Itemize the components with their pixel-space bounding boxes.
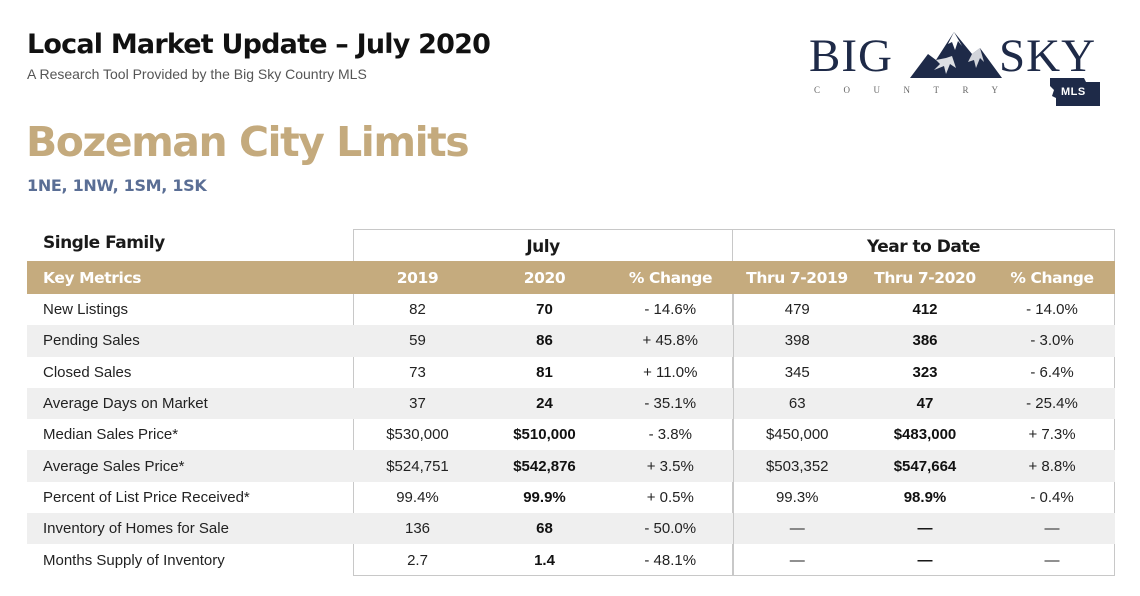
- report-title: Local Market Update – July 2020: [27, 29, 491, 60]
- ytd-change-value: + 8.8%: [989, 450, 1115, 482]
- july-2020-value: 86: [481, 325, 608, 357]
- july-2020-value: 99.9%: [523, 488, 566, 506]
- column-header-2020: 2020: [481, 261, 608, 294]
- ytd-2019-value: $503,352: [733, 450, 861, 482]
- ytd-change-value: —: [989, 513, 1115, 545]
- metric-name: Closed Sales: [43, 363, 132, 381]
- market-metrics-table: July Year to Date Single Family Key Metr…: [27, 229, 1115, 577]
- table-row: Months Supply of Inventory 2.7 1.4 - 48.…: [27, 544, 1115, 576]
- ytd-2020-value: 412: [912, 301, 938, 319]
- table-row: New Listings 82 70 - 14.6% 479 412 - 14.…: [27, 294, 1115, 326]
- table-row: Inventory of Homes for Sale 136 68 - 50.…: [27, 513, 1115, 545]
- july-change-value: + 0.5%: [608, 481, 734, 514]
- ytd-2020-value: $483,000: [893, 426, 957, 444]
- table-row: Closed Sales 73 81 + 11.0% 345 323 - 6.4…: [27, 356, 1115, 388]
- july-2019-value: 37: [354, 387, 481, 420]
- ytd-2019-value: —: [733, 513, 861, 545]
- ytd-2020-value: $547,664: [861, 450, 989, 482]
- ytd-2019-value: —: [789, 551, 805, 569]
- section-label: Single Family: [43, 233, 165, 253]
- metric-name: New Listings: [43, 301, 129, 319]
- july-2020-value: 24: [481, 387, 608, 420]
- july-2019-value: 59: [354, 325, 481, 357]
- ytd-2019-value: 398: [733, 325, 861, 357]
- report-subtitle: A Research Tool Provided by the Big Sky …: [27, 66, 367, 82]
- metrics-grid: Key Metrics 2019 2020 % Change Thru 7-20…: [27, 261, 1115, 576]
- logo-tagline: COUNTRY: [814, 85, 1022, 95]
- montana-badge-icon: [1050, 78, 1100, 106]
- mountain-icon: [910, 32, 1002, 78]
- area-title: Bozeman City Limits: [26, 118, 470, 166]
- area-codes: 1NE, 1NW, 1SM, 1SK: [27, 176, 207, 195]
- july-2019-value: 136: [354, 513, 481, 545]
- july-2019-value: 82: [409, 301, 426, 319]
- july-change-value: - 3.8%: [608, 419, 734, 451]
- july-change-value: + 11.0%: [608, 356, 734, 388]
- metric-name: Pending Sales: [27, 325, 354, 357]
- ytd-2019-value: 479: [784, 301, 810, 319]
- ytd-change-value: + 7.3%: [1028, 426, 1076, 444]
- logo-mls-badge: MLS: [1061, 86, 1086, 98]
- july-2019-value: 99.4%: [396, 488, 439, 506]
- metric-name: Percent of List Price Received*: [43, 488, 250, 506]
- ytd-change-value: - 0.4%: [1030, 488, 1074, 506]
- column-header-thru-2019: Thru 7-2019: [733, 261, 861, 294]
- big-sky-country-mls-logo: BIG SKY COUNTRY MLS: [806, 26, 1108, 110]
- table-row: Average Days on Market 37 24 - 35.1% 63 …: [27, 387, 1115, 420]
- july-2019-value: $530,000: [386, 426, 449, 444]
- column-header-july-change: % Change: [608, 261, 733, 294]
- july-change-value: + 45.8%: [608, 325, 734, 357]
- ytd-2020-value: 323: [912, 363, 938, 381]
- july-2020-value: 81: [536, 363, 553, 381]
- july-2019-value: 73: [409, 363, 426, 381]
- ytd-2020-value: —: [917, 551, 933, 569]
- metric-name: Average Sales Price*: [27, 450, 354, 482]
- july-change-value: + 3.5%: [608, 450, 734, 482]
- logo-word-big: BIG: [809, 30, 893, 82]
- ytd-2019-value: 63: [733, 387, 861, 420]
- column-header-key-metrics: Key Metrics: [27, 261, 354, 294]
- header-row: Key Metrics 2019 2020 % Change Thru 7-20…: [27, 261, 1115, 294]
- column-header-ytd-change: % Change: [989, 261, 1115, 294]
- july-2020-value: $542,876: [481, 450, 608, 482]
- ytd-change-value: - 25.4%: [989, 387, 1115, 420]
- july-change-value: - 48.1%: [608, 544, 734, 576]
- ytd-change-value: - 6.4%: [1030, 363, 1074, 381]
- ytd-2020-value: 47: [861, 387, 989, 420]
- ytd-2019-value: 99.3%: [775, 488, 819, 506]
- ytd-2020-value: 386: [861, 325, 989, 357]
- metric-name: Average Days on Market: [27, 387, 354, 420]
- july-group-label: July: [526, 237, 560, 257]
- july-change-value: - 35.1%: [608, 387, 734, 420]
- table-row: Average Sales Price* $524,751 $542,876 +…: [27, 450, 1115, 482]
- july-change-value: - 50.0%: [608, 513, 734, 545]
- july-2020-value: 68: [481, 513, 608, 545]
- ytd-2019-value: 345: [784, 363, 810, 381]
- ytd-change-value: —: [1044, 551, 1060, 569]
- column-header-2019: 2019: [354, 261, 481, 294]
- metric-name: Months Supply of Inventory: [43, 551, 225, 569]
- table-row: Median Sales Price* $530,000 $510,000 - …: [27, 419, 1115, 451]
- logo-word-sky: SKY: [999, 30, 1097, 82]
- july-change-value: - 14.6%: [608, 294, 734, 326]
- july-2020-value: 70: [536, 301, 553, 319]
- july-2019-value: 2.7: [407, 551, 428, 569]
- ytd-change-value: - 3.0%: [989, 325, 1115, 357]
- column-header-thru-2020: Thru 7-2020: [861, 261, 989, 294]
- ytd-2020-value: 98.9%: [903, 488, 947, 506]
- july-2020-value: $510,000: [513, 426, 576, 444]
- july-2019-value: $524,751: [354, 450, 481, 482]
- ytd-group-label: Year to Date: [866, 237, 981, 257]
- ytd-2019-value: $450,000: [765, 426, 829, 444]
- ytd-2020-value: —: [861, 513, 989, 545]
- metric-name: Median Sales Price*: [43, 426, 179, 444]
- metric-name: Inventory of Homes for Sale: [27, 513, 354, 545]
- ytd-change-value: - 14.0%: [1026, 301, 1078, 319]
- table-row: Percent of List Price Received* 99.4% 99…: [27, 481, 1115, 514]
- july-2020-value: 1.4: [534, 551, 555, 569]
- table-row: Pending Sales 59 86 + 45.8% 398 386 - 3.…: [27, 325, 1115, 357]
